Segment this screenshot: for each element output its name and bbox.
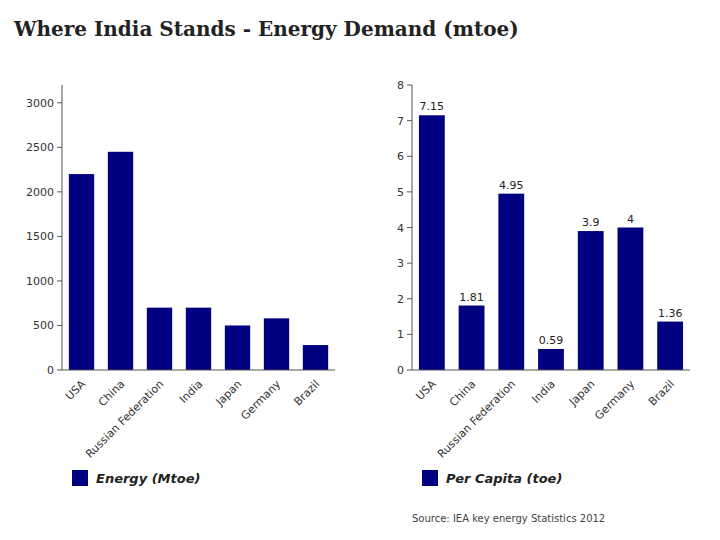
tick-label: 7 — [397, 115, 404, 128]
tick-label: 8 — [397, 79, 404, 92]
bars — [419, 115, 683, 370]
tick-mark — [57, 370, 62, 371]
bar — [538, 349, 564, 370]
category-label: China — [96, 378, 127, 409]
tick-label: 3 — [397, 257, 404, 270]
category-label: Japan — [566, 378, 598, 410]
tick-mark — [407, 334, 412, 335]
tick-label: 1000 — [26, 275, 54, 288]
bar — [264, 318, 289, 370]
tick-mark — [407, 85, 412, 86]
legend-entry: Energy (Mtoe) — [96, 471, 200, 486]
category-label: China — [447, 378, 478, 409]
category-label: Germany — [592, 377, 637, 422]
chart-svg: Where India Stands - Energy Demand (mtoe… — [0, 0, 720, 540]
tick-mark — [57, 102, 62, 103]
category-label: USA — [63, 377, 89, 403]
category-label: India — [530, 378, 558, 406]
chart-1: 0 1 2 3 4 5 6 7 8 7.15 1.81 4.95 0.59 3.9 4 1.36 USA Chin… — [397, 79, 690, 524]
x-axis-line — [62, 370, 335, 371]
tick-mark — [407, 298, 412, 299]
tick-mark — [407, 191, 412, 192]
tick-mark — [57, 280, 62, 281]
bar — [657, 322, 683, 370]
tick-mark — [407, 370, 412, 371]
data-label: 4 — [627, 213, 634, 226]
bars — [69, 152, 328, 370]
category-label: Russian Federation — [83, 378, 166, 461]
category-label: Brazil — [291, 378, 322, 409]
bar — [186, 308, 211, 370]
bar — [69, 174, 94, 370]
data-label: 3.9 — [582, 216, 600, 229]
tick-mark — [57, 191, 62, 192]
category-label: India — [177, 378, 205, 406]
tick-label: 2 — [397, 293, 404, 306]
chart-container: Where India Stands - Energy Demand (mtoe… — [0, 0, 720, 540]
chart-0: Where India Stands - Energy Demand (mtoe… — [13, 17, 519, 486]
y-axis-line — [62, 85, 63, 370]
tick-label: 2500 — [26, 141, 54, 154]
tick-mark — [407, 120, 412, 121]
tick-label: 3000 — [26, 97, 54, 110]
bar — [419, 115, 445, 370]
data-label: 0.59 — [539, 334, 564, 347]
tick-mark — [57, 147, 62, 148]
bar — [459, 306, 485, 370]
data-labels: 7.15 1.81 4.95 0.59 3.9 4 1.36 — [420, 100, 683, 347]
bar — [225, 325, 250, 370]
tick-label: 5 — [397, 186, 404, 199]
legend-entry: Per Capita (toe) — [446, 471, 562, 486]
data-label: 1.81 — [459, 291, 484, 304]
title: Where India Stands - Energy Demand (mtoe… — [13, 17, 519, 41]
bar — [498, 194, 524, 370]
category-label: Japan — [213, 378, 245, 410]
tick-label: 500 — [33, 319, 54, 332]
bar — [108, 152, 133, 370]
bar — [578, 231, 604, 370]
data-label: 1.36 — [658, 307, 683, 320]
data-label: 4.95 — [499, 179, 524, 192]
tick-mark — [407, 156, 412, 157]
tick-label: 1 — [397, 328, 404, 341]
tick-mark — [407, 263, 412, 264]
category-label: Germany — [238, 377, 283, 422]
tick-label: 0 — [397, 364, 404, 377]
bar — [618, 228, 644, 371]
tick-mark — [57, 236, 62, 237]
category-label: USA — [413, 377, 439, 403]
category-label: Russian Federation — [435, 378, 518, 461]
tick-label: 4 — [397, 222, 404, 235]
bar — [147, 308, 172, 370]
x-axis-line — [412, 370, 690, 371]
annotation: Source: IEA key energy Statistics 2012 — [412, 513, 605, 524]
tick-label: 0 — [47, 364, 54, 377]
tick-label: 1500 — [26, 230, 54, 243]
tick-label: 2000 — [26, 186, 54, 199]
legend-swatch — [422, 470, 438, 486]
tick-label: 6 — [397, 150, 404, 163]
category-label: Brazil — [646, 378, 677, 409]
tick-mark — [407, 227, 412, 228]
legend-swatch — [72, 470, 88, 486]
data-label: 7.15 — [420, 100, 445, 113]
tick-mark — [57, 325, 62, 326]
bar — [303, 345, 328, 370]
y-axis-line — [412, 85, 413, 370]
